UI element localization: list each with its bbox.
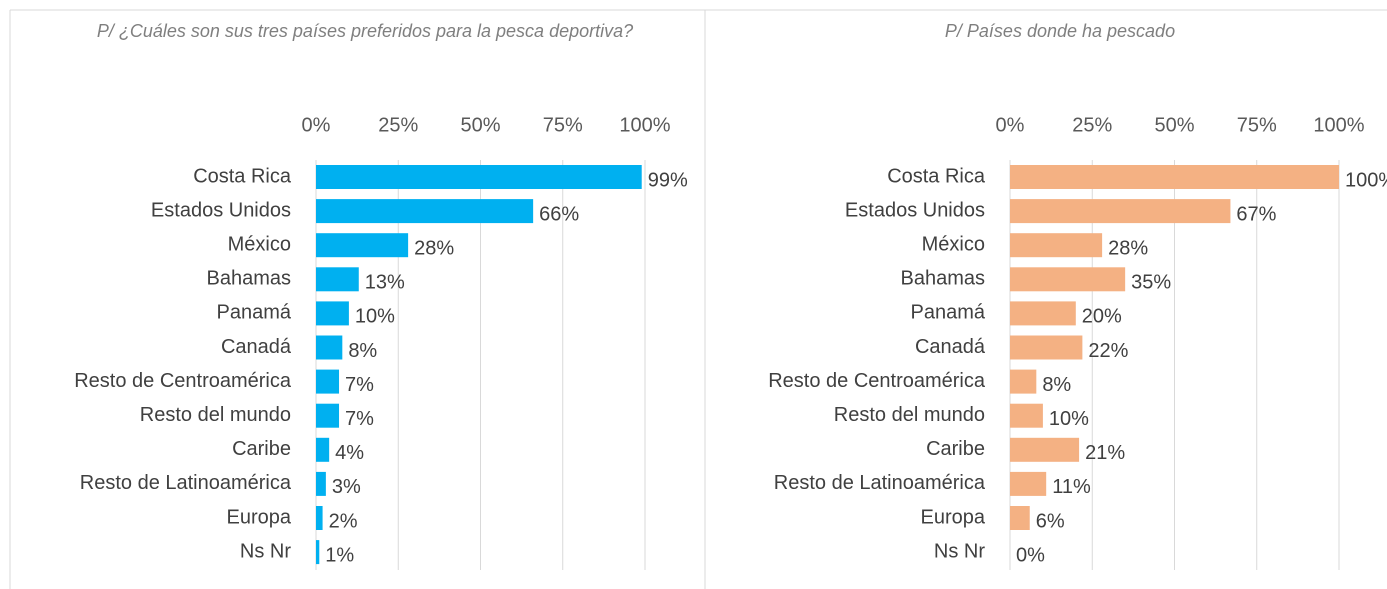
x-tick-label: 0%	[302, 114, 331, 136]
x-tick-label: 0%	[996, 114, 1025, 136]
category-label: Estados Unidos	[151, 199, 291, 221]
value-label: 10%	[355, 306, 395, 328]
category-label: Panamá	[911, 302, 986, 324]
value-label: 2%	[329, 510, 358, 532]
bar	[316, 267, 359, 292]
bar	[316, 369, 340, 394]
bar	[1010, 199, 1231, 224]
value-label: 6%	[1036, 510, 1065, 532]
category-label: Europa	[921, 506, 986, 528]
category-label: Ns Nr	[240, 540, 291, 562]
bar	[316, 199, 534, 224]
category-label: Ns Nr	[934, 540, 985, 562]
x-tick-label: 75%	[543, 114, 583, 136]
category-label: Resto del mundo	[140, 404, 291, 426]
bar	[1010, 267, 1126, 292]
value-label: 99%	[648, 169, 688, 191]
bar	[1010, 369, 1037, 394]
category-label: Costa Rica	[887, 165, 986, 187]
value-label: 11%	[1052, 476, 1091, 498]
value-label: 35%	[1131, 272, 1171, 294]
category-label: Caribe	[232, 438, 291, 460]
value-label: 28%	[1108, 237, 1148, 259]
category-label: México	[922, 233, 985, 255]
value-label: 3%	[332, 476, 361, 498]
bar	[316, 403, 340, 428]
category-label: Bahamas	[901, 268, 986, 290]
value-label: 0%	[1016, 544, 1045, 566]
category-label: Caribe	[926, 438, 985, 460]
bar	[1010, 335, 1083, 360]
value-label: 1%	[325, 544, 354, 566]
value-label: 66%	[539, 203, 579, 225]
bar	[316, 233, 409, 258]
value-label: 22%	[1088, 340, 1128, 362]
value-label: 8%	[348, 340, 377, 362]
bar	[1010, 233, 1103, 258]
bar	[1010, 506, 1030, 530]
value-label: 8%	[1042, 374, 1071, 396]
value-label: 21%	[1085, 442, 1125, 464]
category-label: Costa Rica	[193, 165, 292, 187]
bar	[316, 506, 323, 530]
value-label: 7%	[345, 374, 374, 396]
bar	[1010, 301, 1076, 326]
category-label: Panamá	[217, 302, 292, 324]
value-label: 28%	[414, 237, 454, 259]
category-label: Resto del mundo	[834, 404, 985, 426]
bar	[1010, 471, 1047, 496]
chart-title: P/ Países donde ha pescado	[944, 21, 1176, 41]
category-label: Estados Unidos	[845, 199, 985, 221]
x-tick-label: 25%	[378, 114, 418, 136]
value-label: 7%	[345, 408, 374, 430]
x-tick-label: 50%	[460, 114, 500, 136]
bar	[316, 437, 330, 462]
bar	[316, 335, 343, 360]
x-tick-label: 25%	[1072, 114, 1112, 136]
x-tick-label: 50%	[1154, 114, 1194, 136]
bar	[316, 165, 642, 189]
chart-title: P/ ¿Cuáles son sus tres países preferido…	[96, 21, 634, 41]
category-label: Resto de Latinoamérica	[774, 472, 986, 494]
bar	[1010, 437, 1080, 462]
value-label: 100%	[1345, 169, 1387, 191]
value-label: 67%	[1236, 203, 1276, 225]
x-tick-label: 75%	[1237, 114, 1277, 136]
bar	[1010, 165, 1339, 189]
x-tick-label: 100%	[619, 114, 670, 136]
category-label: Bahamas	[207, 268, 292, 290]
category-label: Resto de Latinoamérica	[80, 472, 292, 494]
bar	[316, 540, 320, 565]
value-label: 13%	[365, 272, 405, 294]
value-label: 10%	[1049, 408, 1089, 430]
category-label: México	[228, 233, 291, 255]
category-label: Resto de Centroamérica	[74, 370, 292, 392]
category-label: Resto de Centroamérica	[768, 370, 986, 392]
bar	[316, 301, 349, 326]
x-tick-label: 100%	[1313, 114, 1364, 136]
category-label: Europa	[227, 506, 292, 528]
category-label: Canadá	[221, 336, 292, 358]
value-label: 20%	[1082, 306, 1122, 328]
category-label: Canadá	[915, 336, 986, 358]
value-label: 4%	[335, 442, 364, 464]
bar	[1010, 403, 1043, 428]
bar	[316, 471, 326, 496]
